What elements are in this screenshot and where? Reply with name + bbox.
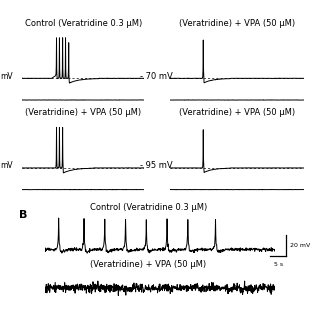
Text: mV: mV (0, 161, 13, 170)
Text: mV: mV (0, 72, 13, 81)
Text: (Veratridine) + VPA (50 μM): (Veratridine) + VPA (50 μM) (25, 108, 141, 117)
Text: - 70 mV: - 70 mV (140, 72, 173, 81)
Text: (Veratridine) + VPA (50 μM): (Veratridine) + VPA (50 μM) (179, 108, 295, 117)
Text: - 95 mV: - 95 mV (140, 161, 173, 170)
Text: Control (Veratridine 0.3 μM): Control (Veratridine 0.3 μM) (25, 19, 142, 28)
Text: (Veratridine) + VPA (50 μM): (Veratridine) + VPA (50 μM) (91, 260, 206, 269)
Text: Control (Veratridine 0.3 μM): Control (Veratridine 0.3 μM) (90, 203, 207, 212)
Text: 5 s: 5 s (274, 262, 283, 267)
Text: 20 mV: 20 mV (290, 243, 310, 248)
Text: (Veratridine) + VPA (50 μM): (Veratridine) + VPA (50 μM) (179, 19, 295, 28)
Text: B: B (19, 210, 28, 220)
